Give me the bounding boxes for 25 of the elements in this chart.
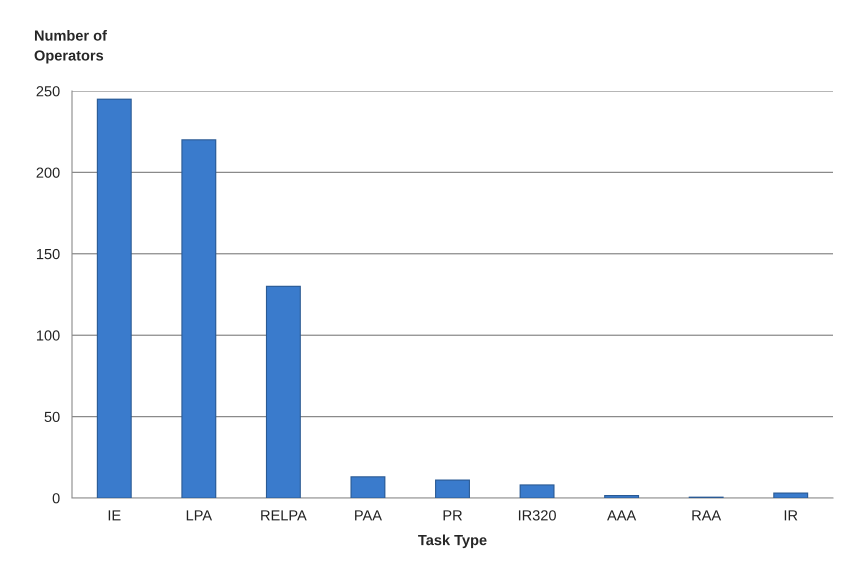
- y-tick-label: 250: [36, 86, 60, 96]
- bar: [520, 484, 555, 498]
- x-tick-label: IE: [108, 510, 121, 520]
- bar: [96, 98, 132, 498]
- x-tick-label: PR: [444, 510, 462, 520]
- bar: [350, 476, 386, 498]
- x-tick-label: LPA: [186, 510, 212, 520]
- x-tick-label: PAA: [355, 510, 382, 520]
- bar: [773, 492, 808, 498]
- bar: [604, 495, 640, 498]
- x-tick-label: IR320: [518, 510, 556, 521]
- x-tick-label: RELPA: [261, 510, 307, 520]
- bar: [266, 286, 301, 498]
- y-axis-title: Number of Operators: [34, 30, 107, 64]
- x-tick-label: RAA: [692, 510, 722, 520]
- y-tick-label: 50: [44, 412, 60, 422]
- y-tick-label: 150: [36, 248, 60, 260]
- x-tick-label: AAA: [607, 510, 636, 520]
- bar: [435, 480, 470, 498]
- y-tick-label: 100: [36, 330, 60, 341]
- bar: [181, 139, 216, 498]
- x-tick-label: IR: [784, 510, 798, 520]
- x-axis-title: Task Type: [418, 534, 487, 548]
- y-tick-label: 200: [36, 168, 60, 178]
- y-tick-label: 0: [52, 493, 60, 504]
